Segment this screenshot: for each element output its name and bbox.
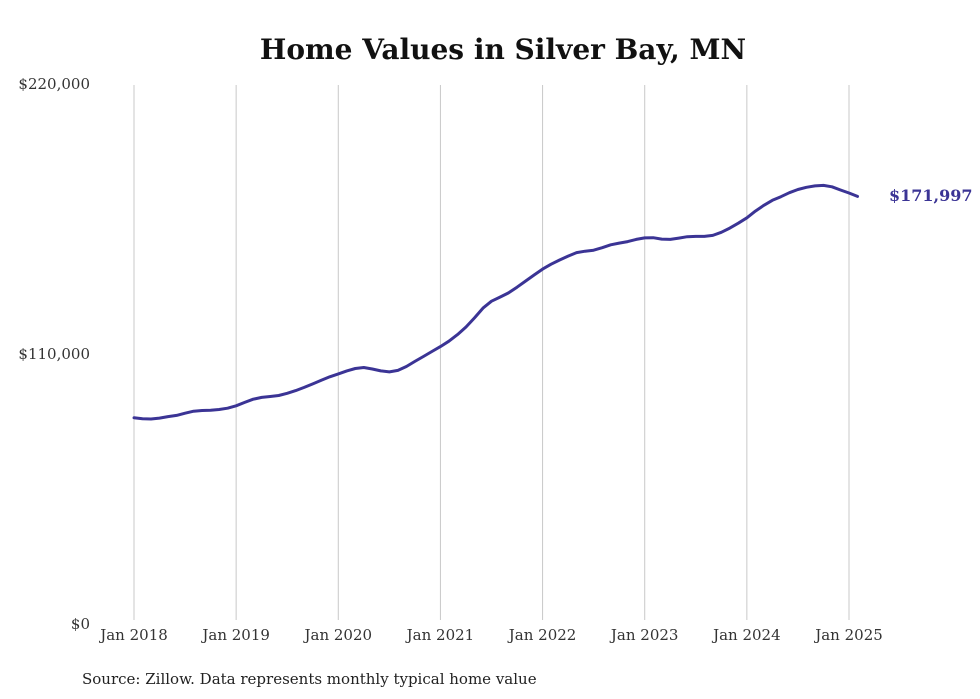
y-tick-label: $110,000 xyxy=(18,345,90,363)
x-tick-label: Jan 2019 xyxy=(200,626,270,644)
x-tick-label: Jan 2023 xyxy=(609,626,679,644)
x-tick-label: Jan 2025 xyxy=(813,626,883,644)
y-axis-tick-labels: $0 $110,000 $220,000 xyxy=(18,75,90,633)
y-tick-label: $220,000 xyxy=(18,75,90,93)
x-tick-label: Jan 2022 xyxy=(507,626,577,644)
x-axis-tick-labels: Jan 2018 Jan 2019 Jan 2020 Jan 2021 Jan 2022… xyxy=(98,626,883,644)
home-value-series-line xyxy=(132,183,859,421)
last-value-label: $171,997 xyxy=(889,186,973,205)
chart-title: Home Values in Silver Bay, MN xyxy=(260,33,746,66)
source-note: Source: Zillow. Data represents monthly … xyxy=(82,670,537,688)
x-tick-label: Jan 2021 xyxy=(405,626,475,644)
x-tick-label: Jan 2024 xyxy=(711,626,781,644)
y-tick-label: $0 xyxy=(71,615,90,633)
x-gridlines xyxy=(133,85,850,620)
x-tick-label: Jan 2020 xyxy=(303,626,373,644)
x-tick-label: Jan 2018 xyxy=(98,626,168,644)
